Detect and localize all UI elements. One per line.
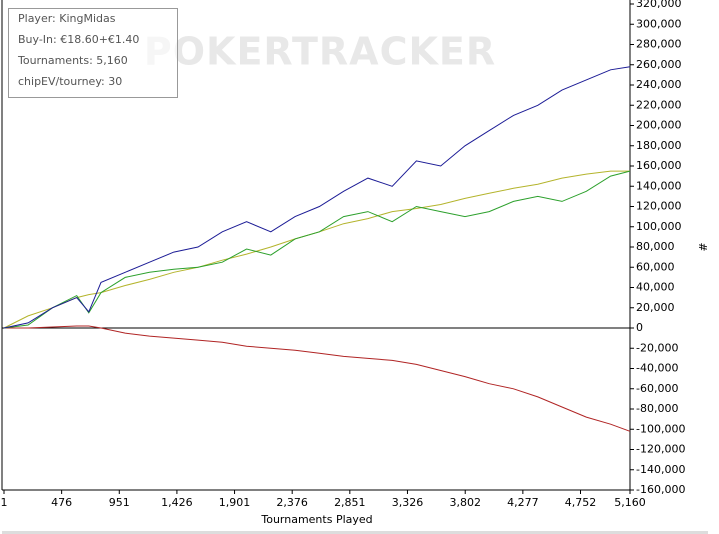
- y-tick-label: -160,000: [636, 483, 685, 496]
- y-tick-label: -60,000: [636, 382, 678, 395]
- y-tick-label: 100,000: [636, 220, 682, 233]
- x-tick-label: 5,160: [614, 496, 646, 509]
- x-tick-label: 2,376: [276, 496, 308, 509]
- y-tick-label: 200,000: [636, 119, 682, 132]
- y-tick-label: -40,000: [636, 362, 678, 375]
- series-line: [3, 170, 631, 329]
- y-tick-label: 260,000: [636, 58, 682, 71]
- x-tick-label: 3,802: [449, 496, 481, 509]
- y-tick-label: 220,000: [636, 98, 682, 111]
- y-tick-label: 180,000: [636, 139, 682, 152]
- y-tick-label: -140,000: [636, 463, 685, 476]
- info-text: Buy-In: €18.60+€1.40: [18, 33, 139, 46]
- y-tick-label: 60,000: [636, 260, 675, 273]
- y-tick-label: -100,000: [636, 422, 685, 435]
- x-tick-label: 476: [51, 496, 72, 509]
- x-tick-label: 1,426: [161, 496, 193, 509]
- x-tick-label: 3,326: [392, 496, 424, 509]
- watermark: POKERTRACKER: [144, 30, 496, 74]
- series-line: [4, 325, 631, 432]
- y-tick-label: 280,000: [636, 38, 682, 51]
- info-text: Player: KingMidas: [18, 12, 116, 25]
- info-text: chipEV/tourney: 30: [18, 75, 122, 88]
- y-tick-label: 320,000: [636, 0, 682, 10]
- x-tick-label: 2,851: [334, 496, 366, 509]
- y-tick-label: 0: [636, 321, 643, 334]
- x-tick-label: 4,752: [565, 496, 597, 509]
- y-tick-label: -120,000: [636, 443, 685, 456]
- scrollbar: [2, 531, 708, 534]
- y-tick-label: 80,000: [636, 240, 675, 253]
- series-line: [3, 170, 630, 329]
- y-tick-label: 20,000: [636, 301, 675, 314]
- y-tick-label: 120,000: [636, 200, 682, 213]
- info-box: [8, 8, 178, 98]
- x-tick-label: 1: [1, 496, 8, 509]
- y-tick-label: -20,000: [636, 341, 678, 354]
- y-tick-label: 40,000: [636, 281, 675, 294]
- y-tick-label: 300,000: [636, 17, 682, 30]
- x-tick-label: 1,901: [219, 496, 251, 509]
- x-tick-label: 951: [109, 496, 130, 509]
- info-text: Tournaments: 5,160: [17, 54, 128, 67]
- y-tick-label: 140,000: [636, 179, 682, 192]
- y-tick-label: -80,000: [636, 402, 678, 415]
- y-axis-title: #: [696, 242, 709, 251]
- y-tick-label: 160,000: [636, 159, 682, 172]
- x-axis-title: Tournaments Played: [260, 513, 372, 526]
- y-tick-label: 240,000: [636, 78, 682, 91]
- series-line: [3, 66, 631, 329]
- x-tick-label: 4,277: [507, 496, 539, 509]
